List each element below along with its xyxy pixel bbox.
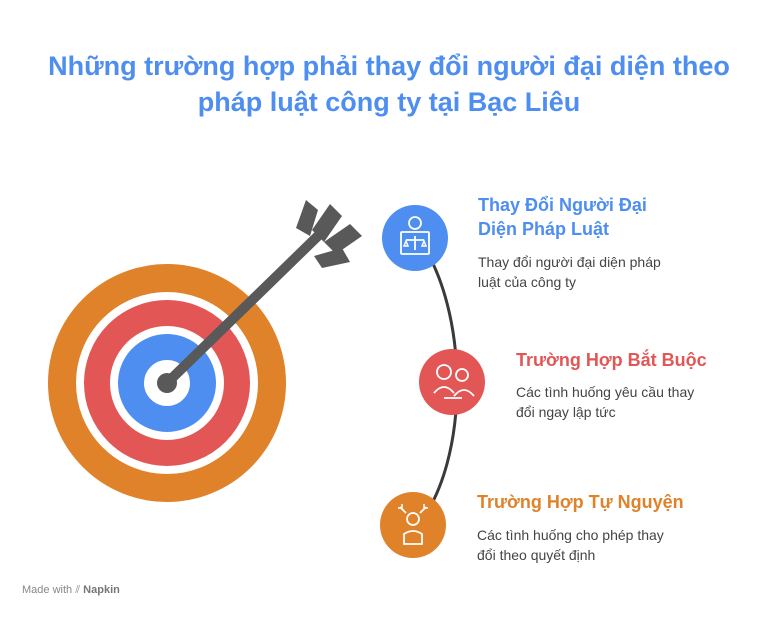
item-3-title: Trường Hợp Tự Nguyện: [477, 492, 684, 512]
judge-scales-icon: [382, 205, 448, 271]
item-1-title-line-1: Thay Đổi Người Đại: [478, 195, 647, 215]
footer-prefix: Made with: [22, 584, 73, 596]
item-2-desc-line-1: Các tình huống yêu cầu thay: [516, 384, 695, 400]
item-3-description: Các tình huống cho phép thay đổi theo qu…: [477, 525, 664, 565]
title-line-1: Những trường hợp phải thay đổi người đại…: [48, 51, 730, 81]
item-1-desc-line-2: luật của công ty: [478, 274, 577, 290]
person-choice-icon: [380, 492, 446, 558]
page-title: Những trường hợp phải thay đổi người đại…: [0, 48, 778, 120]
arrow-fletching-bottom: [314, 248, 350, 268]
item-2-desc-line-2: đổi ngay lập tức: [516, 404, 616, 420]
title-line-2: pháp luật công ty tại Bạc Liêu: [197, 87, 581, 117]
item-1-title-line-2: Diện Pháp Luật: [478, 219, 610, 239]
item-1-title: Thay Đổi Người Đại Diện Pháp Luật: [478, 193, 647, 241]
napkin-logo-icon: ⫽: [75, 584, 81, 596]
arrow-fletching-left: [296, 200, 318, 236]
item-2-title: Trường Hợp Bắt Buộc: [516, 350, 707, 370]
people-handshake-icon: [419, 349, 485, 415]
arrow-fletching-top: [312, 204, 342, 242]
arrow-fletching-right: [324, 224, 362, 254]
item-1-desc-line-1: Thay đổi người đại diện pháp: [478, 254, 661, 270]
arrow-icon: [157, 200, 362, 393]
footer-credit: Made with ⫽ Napkin: [22, 584, 120, 597]
item-3-desc-line-2: đổi theo quyết định: [477, 547, 596, 563]
item-1-description: Thay đổi người đại diện pháp luật của cô…: [478, 252, 661, 292]
target-middle-ring: [84, 300, 250, 466]
target-icon: [48, 264, 286, 502]
item-2-description: Các tình huống yêu cầu thay đổi ngay lập…: [516, 382, 694, 422]
target-inner-ring: [118, 334, 216, 432]
footer-brand: Napkin: [83, 584, 120, 596]
target-outer-ring: [48, 264, 286, 502]
item-3-desc-line-1: Các tình huống cho phép thay: [477, 527, 664, 543]
